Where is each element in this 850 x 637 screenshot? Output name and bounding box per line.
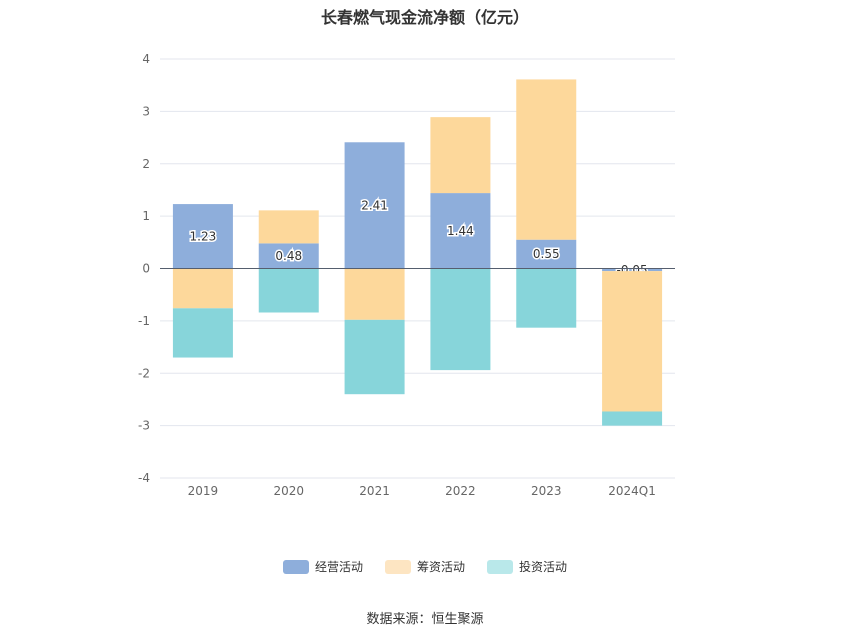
bar-segment <box>172 204 233 269</box>
legend: 经营活动 筹资活动 投资活动 <box>0 558 850 575</box>
bar-segment <box>516 79 577 240</box>
legend-swatch-operating <box>282 559 309 574</box>
y-tick-label: -3 <box>138 419 150 433</box>
bar-segment <box>602 411 663 426</box>
bar-segment <box>344 142 405 269</box>
x-tick-label: 2024Q1 <box>608 484 656 498</box>
data-label: 1.23 <box>190 229 217 243</box>
legend-swatch-financing <box>384 559 411 574</box>
bar-segment <box>430 268 491 371</box>
data-label: 0.48 <box>275 249 302 263</box>
bar-segment <box>172 308 233 358</box>
legend-item-investing[interactable]: 投资活动 <box>487 558 567 575</box>
x-tick-label: 2023 <box>531 484 562 498</box>
bar-segment <box>430 193 491 269</box>
x-tick-label: 2022 <box>445 484 476 498</box>
data-label: 2.41 <box>361 198 388 212</box>
y-tick-label: 1 <box>142 209 150 223</box>
bar-segment <box>258 210 319 244</box>
legend-item-operating[interactable]: 经营活动 <box>282 558 363 575</box>
x-tick-label: 2020 <box>273 484 304 498</box>
bar-segment <box>516 268 577 328</box>
legend-swatch-investing <box>487 559 513 574</box>
bar-segment <box>602 271 663 412</box>
legend-label-operating: 经营活动 <box>314 560 363 574</box>
data-label: 0.55 <box>533 247 560 261</box>
bar-segment <box>344 319 405 395</box>
bar-segment <box>344 268 405 320</box>
data-label: 1.44 <box>447 224 474 238</box>
x-tick-label: 2021 <box>359 484 390 498</box>
y-tick-label: -4 <box>138 471 150 485</box>
source-note: 数据来源：恒生聚源 <box>366 612 484 627</box>
legend-item-financing[interactable]: 筹资活动 <box>384 558 465 575</box>
legend-label-financing: 筹资活动 <box>416 560 465 574</box>
legend-label-investing: 投资活动 <box>519 560 568 574</box>
y-tick-label: 3 <box>142 104 150 118</box>
bar-segment <box>516 239 577 269</box>
y-tick-label: 4 <box>142 52 150 66</box>
bar-segment <box>172 268 233 309</box>
y-tick-label: 2 <box>142 157 150 171</box>
bar-segment <box>602 268 663 272</box>
x-tick-label: 2019 <box>188 484 219 498</box>
y-tick-label: 0 <box>142 262 150 276</box>
y-tick-label: -1 <box>138 314 150 328</box>
bar-segment <box>430 117 491 194</box>
bar-segment <box>258 243 319 269</box>
chart-title: 长春燃气现金流净额（亿元） <box>320 8 529 27</box>
y-tick-label: -2 <box>138 366 150 380</box>
bar-segment <box>258 268 319 313</box>
